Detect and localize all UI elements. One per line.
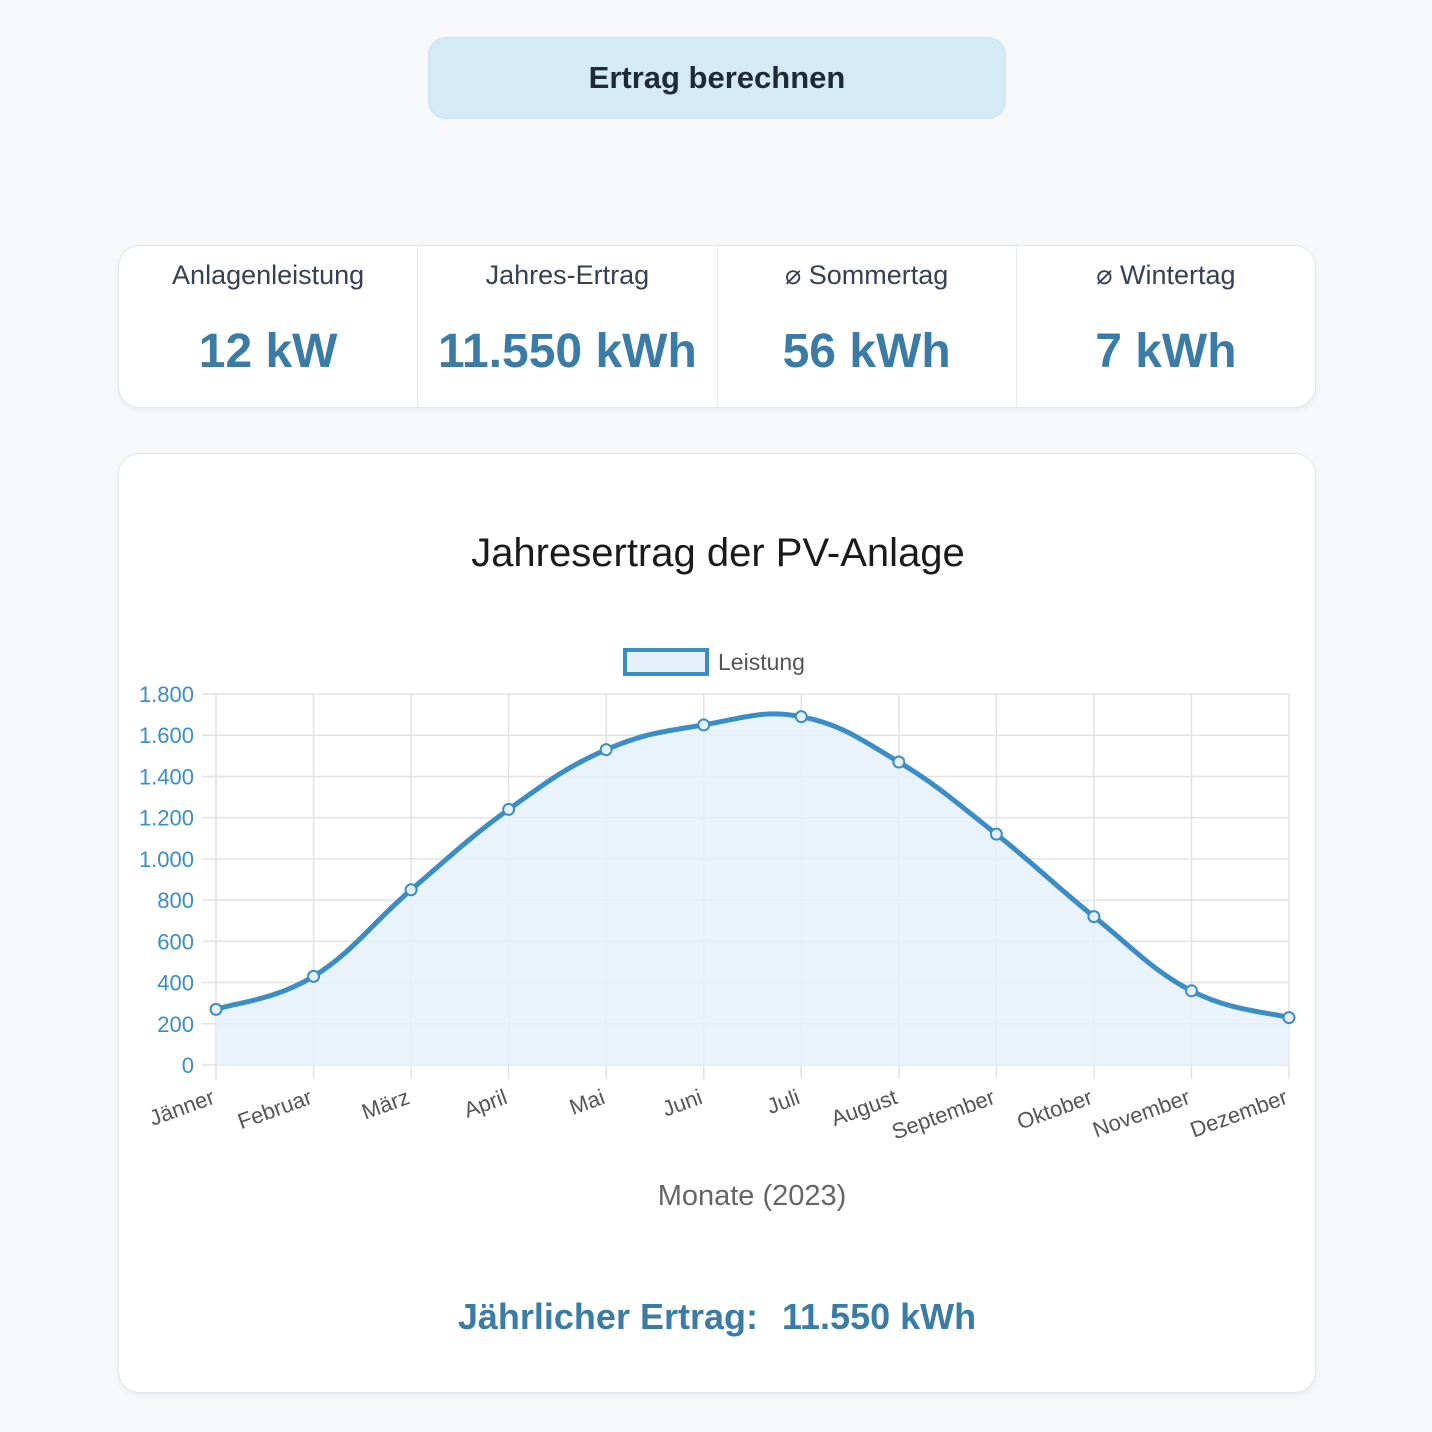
yearly-yield-summary: Jährlicher Ertrag: 11.550 kWh <box>119 1296 1315 1338</box>
chart-card: Jahresertrag der PV-Anlage Leistung 0 200 40… <box>118 453 1316 1393</box>
yearly-yield-label: Jährlicher Ertrag: <box>457 1296 758 1337</box>
x-tick-label: November <box>1089 1084 1193 1142</box>
x-tick-label: Jänner <box>146 1084 218 1131</box>
x-tick-label: Oktober <box>1014 1084 1096 1134</box>
data-point <box>989 827 1003 841</box>
stat-annual-yield: Jahres-Ertrag 11.550 kWh <box>417 246 716 407</box>
data-point <box>1184 984 1198 998</box>
data-point <box>307 969 321 983</box>
data-point <box>794 710 808 724</box>
x-tick-label: April <box>460 1084 510 1123</box>
stat-system-power: Anlagenleistung 12 kW <box>119 246 417 407</box>
y-tick-label: 0 <box>182 1053 194 1078</box>
stat-value: 56 kWh <box>782 325 951 378</box>
stat-label: ⌀ Sommertag <box>784 260 949 290</box>
y-tick-label: 800 <box>157 888 194 913</box>
x-axis-label: Monate (2023) <box>658 1180 847 1212</box>
yield-chart: Jahresertrag der PV-Anlage Leistung 0 200 40… <box>139 531 1296 1212</box>
x-tick-label: Mai <box>566 1084 608 1120</box>
series-area-fill <box>216 713 1289 1065</box>
y-tick-label: 1.200 <box>139 806 194 831</box>
calculate-yield-button[interactable]: Ertrag berechnen <box>428 37 1006 119</box>
x-tick-label: Februar <box>234 1084 315 1134</box>
stat-value: 7 kWh <box>1095 325 1237 378</box>
y-tick-label: 400 <box>157 971 194 996</box>
x-tick-label: September <box>888 1084 998 1144</box>
y-tick-label: 600 <box>157 929 194 954</box>
stats-summary-card: Anlagenleistung 12 kW Jahres-Ertrag 11.5… <box>118 245 1316 408</box>
y-tick-label: 1.000 <box>139 847 194 872</box>
stat-label: ⌀ Wintertag <box>1096 260 1236 290</box>
data-point <box>892 755 906 769</box>
data-point <box>599 743 613 757</box>
y-tick-label: 1.400 <box>139 764 194 789</box>
x-tick-label: Juli <box>763 1084 803 1119</box>
data-point <box>502 802 516 816</box>
x-tick-label: Juni <box>659 1084 705 1121</box>
y-tick-label: 1.800 <box>139 682 194 707</box>
data-point <box>404 883 418 897</box>
stat-avg-winter-day: ⌀ Wintertag 7 kWh <box>1015 246 1315 407</box>
stat-avg-summer-day: ⌀ Sommertag 56 kWh <box>716 246 1016 407</box>
stat-value: 11.550 kWh <box>437 325 697 378</box>
data-point <box>1282 1011 1296 1025</box>
y-tick-label: 200 <box>157 1012 194 1037</box>
stat-label: Jahres-Ertrag <box>485 260 650 290</box>
y-tick-label: 1.600 <box>139 723 194 748</box>
x-tick-label: Dezember <box>1187 1084 1291 1142</box>
x-tick-label: März <box>358 1084 412 1124</box>
data-point <box>697 718 711 732</box>
data-point <box>209 1002 223 1016</box>
stat-value: 12 kW <box>198 325 338 378</box>
chart-title: Jahresertrag der PV-Anlage <box>471 531 965 575</box>
legend-label: Leistung <box>718 649 805 675</box>
stat-label: Anlagenleistung <box>172 260 365 290</box>
yearly-yield-value: 11.550 kWh <box>782 1296 977 1337</box>
legend-swatch <box>623 648 709 676</box>
series-line <box>215 711 1290 1021</box>
data-point <box>1087 910 1101 924</box>
